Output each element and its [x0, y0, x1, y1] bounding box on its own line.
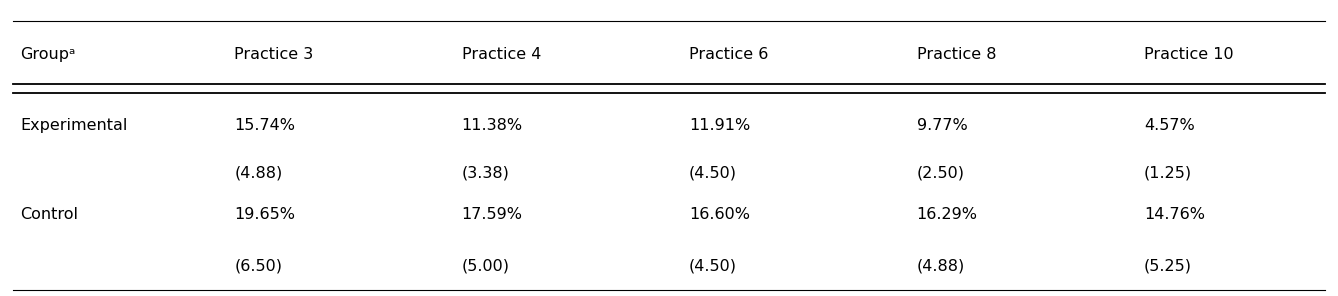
Text: Practice 8: Practice 8 — [917, 47, 995, 62]
Text: Practice 10: Practice 10 — [1144, 47, 1234, 62]
Text: 9.77%: 9.77% — [917, 118, 967, 133]
Text: Control: Control — [20, 207, 78, 222]
Text: (6.50): (6.50) — [234, 259, 282, 274]
Text: 17.59%: 17.59% — [462, 207, 523, 222]
Text: (4.88): (4.88) — [234, 166, 282, 181]
Text: Practice 6: Practice 6 — [689, 47, 768, 62]
Text: (2.50): (2.50) — [917, 166, 965, 181]
Text: 11.38%: 11.38% — [462, 118, 523, 133]
Text: 19.65%: 19.65% — [234, 207, 296, 222]
Text: 15.74%: 15.74% — [234, 118, 296, 133]
Text: 11.91%: 11.91% — [689, 118, 751, 133]
Text: Experimental: Experimental — [20, 118, 127, 133]
Text: (4.50): (4.50) — [689, 166, 737, 181]
Text: 14.76%: 14.76% — [1144, 207, 1206, 222]
Text: (5.00): (5.00) — [462, 259, 510, 274]
Text: (3.38): (3.38) — [462, 166, 510, 181]
Text: 4.57%: 4.57% — [1144, 118, 1195, 133]
Text: 16.29%: 16.29% — [917, 207, 978, 222]
Text: (4.50): (4.50) — [689, 259, 737, 274]
Text: 16.60%: 16.60% — [689, 207, 751, 222]
Text: Groupᵃ: Groupᵃ — [20, 47, 75, 62]
Text: (4.88): (4.88) — [917, 259, 965, 274]
Text: (5.25): (5.25) — [1144, 259, 1192, 274]
Text: (1.25): (1.25) — [1144, 166, 1192, 181]
Text: Practice 4: Practice 4 — [462, 47, 541, 62]
Text: Practice 3: Practice 3 — [234, 47, 313, 62]
